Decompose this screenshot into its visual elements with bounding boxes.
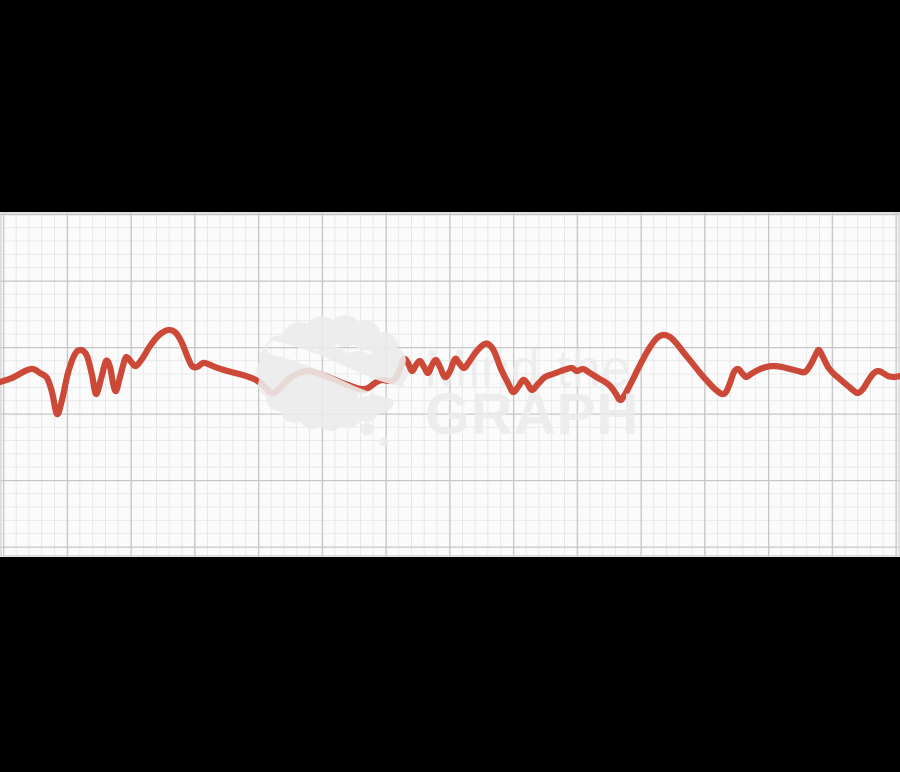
major-gridlines (0, 212, 900, 557)
mind-the-graph-watermark: GRAPH (256, 315, 639, 447)
thought-bubble-dot-small (379, 437, 389, 447)
ecg-trace-line (0, 326, 900, 418)
thought-bubble-dot-large (360, 422, 374, 436)
brain-logo-icon (256, 315, 408, 431)
watermark-text-graph: GRAPH (425, 382, 639, 447)
ecg-paper (0, 212, 900, 557)
